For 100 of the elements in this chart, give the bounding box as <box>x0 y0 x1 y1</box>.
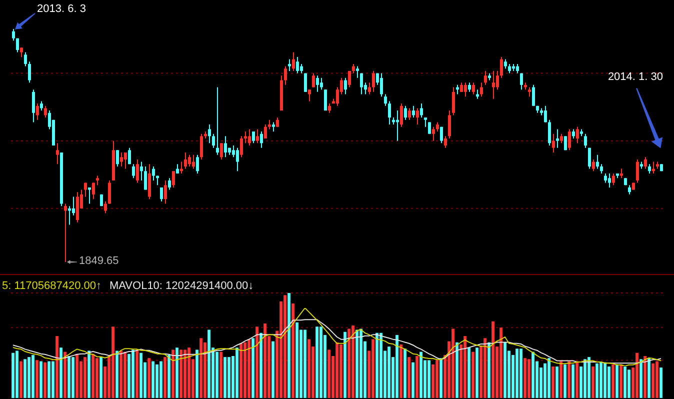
bar <box>352 326 354 398</box>
bar <box>20 361 22 398</box>
bar <box>412 362 414 398</box>
bar <box>624 366 626 398</box>
bar <box>76 354 78 398</box>
bar <box>356 330 358 398</box>
bar <box>604 362 606 398</box>
bar <box>180 350 182 398</box>
bar <box>404 348 406 398</box>
bar <box>560 361 562 398</box>
bar <box>640 359 642 398</box>
bar <box>156 364 158 398</box>
bar <box>188 348 190 398</box>
bar <box>176 348 178 398</box>
bar <box>68 356 70 398</box>
bar <box>568 361 570 398</box>
bar <box>24 359 26 398</box>
bar <box>520 348 522 398</box>
bar <box>336 342 338 398</box>
bar <box>136 350 138 398</box>
bar <box>288 293 290 398</box>
bar <box>260 332 262 398</box>
annotation: 2014. 1. 30 <box>608 71 663 84</box>
bar <box>32 354 34 398</box>
bar <box>44 362 46 398</box>
bar <box>616 364 618 398</box>
bar <box>272 341 274 398</box>
text: 5: 11705687420.00↑ <box>2 280 102 293</box>
bar <box>52 361 54 398</box>
bar <box>316 326 318 398</box>
bar <box>492 321 494 398</box>
bar <box>660 368 662 398</box>
bar <box>504 342 506 398</box>
bar <box>240 343 242 398</box>
bar <box>432 364 434 398</box>
bar <box>468 348 470 398</box>
bar <box>348 328 350 398</box>
bar <box>488 342 490 398</box>
bar <box>216 352 218 398</box>
bar <box>252 338 254 398</box>
bar <box>588 357 590 398</box>
bar <box>228 357 230 398</box>
bar <box>264 323 266 398</box>
candlestick <box>64 204 67 262</box>
bar <box>556 366 558 398</box>
bar <box>56 336 58 398</box>
bar <box>452 328 454 398</box>
bar <box>40 361 42 398</box>
bar <box>296 322 298 398</box>
candlestick <box>216 87 219 155</box>
bar <box>200 338 202 398</box>
bar <box>320 326 322 398</box>
text: MAVOL10: 12024291400.00↓ <box>110 280 254 293</box>
bar <box>132 350 134 398</box>
bar <box>600 362 602 398</box>
bar <box>656 361 658 398</box>
bar <box>204 342 206 398</box>
bar <box>148 358 150 398</box>
bar <box>564 364 566 398</box>
bar <box>164 357 166 398</box>
bar <box>256 326 258 398</box>
bar <box>304 330 306 398</box>
bar <box>584 359 586 398</box>
bar <box>184 350 186 398</box>
annotation: 1849.65 <box>79 255 119 268</box>
bar <box>196 350 198 398</box>
bar <box>516 348 518 398</box>
bar <box>652 363 654 398</box>
bar <box>528 359 530 398</box>
bar <box>60 348 62 398</box>
bar <box>92 354 94 398</box>
bar <box>592 366 594 398</box>
bar <box>372 339 374 398</box>
bar <box>396 335 398 398</box>
bar <box>416 356 418 398</box>
bar <box>620 364 622 398</box>
bar <box>484 338 486 398</box>
bar <box>140 352 142 398</box>
bar <box>208 330 210 398</box>
bar <box>500 328 502 398</box>
bar <box>172 350 174 398</box>
bar <box>120 350 122 398</box>
bar <box>12 352 14 398</box>
bar <box>88 350 90 398</box>
bar <box>360 328 362 398</box>
bar <box>340 344 342 398</box>
bar <box>440 358 442 398</box>
bar <box>28 357 30 398</box>
bar <box>400 344 402 398</box>
bar <box>552 366 554 398</box>
bar <box>428 360 430 398</box>
bar <box>408 357 410 398</box>
bar <box>532 352 534 398</box>
bar <box>248 339 250 398</box>
bar <box>244 342 246 398</box>
bar <box>292 304 294 398</box>
bar <box>168 354 170 398</box>
bar <box>100 357 102 398</box>
bar <box>160 361 162 398</box>
bar <box>72 357 74 398</box>
